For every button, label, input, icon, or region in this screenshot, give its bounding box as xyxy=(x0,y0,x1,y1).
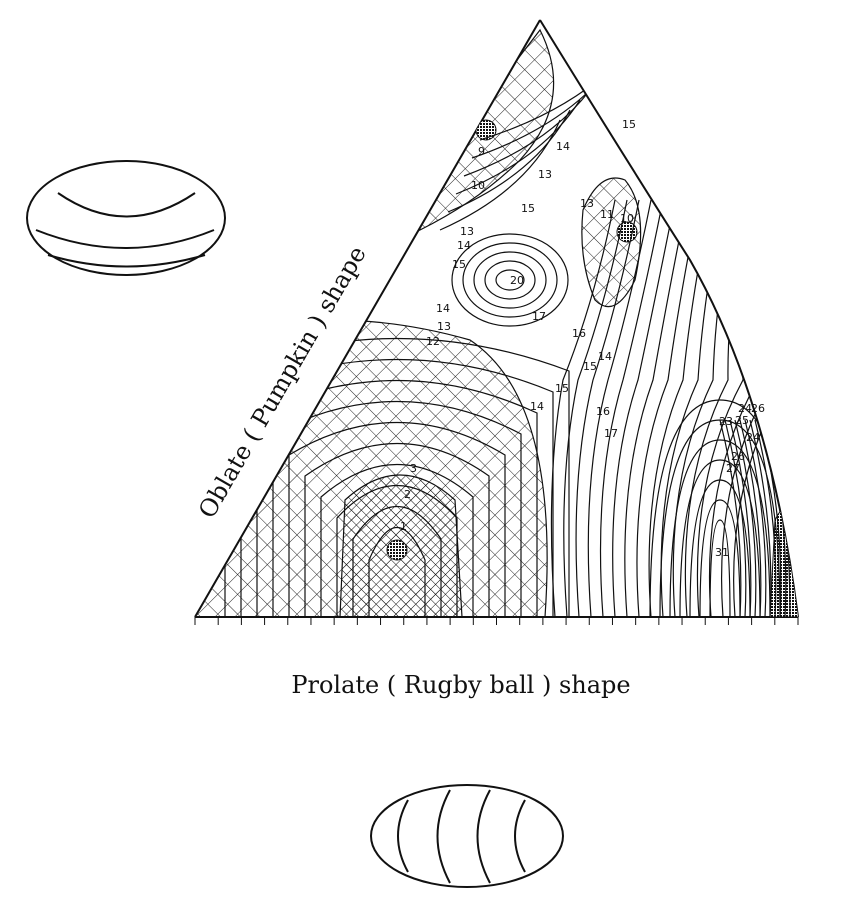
contour-line xyxy=(744,419,767,617)
contour-label: 15 xyxy=(452,258,466,271)
contour-line xyxy=(463,89,591,177)
contour-line xyxy=(495,269,525,291)
contour-line xyxy=(304,443,490,617)
oblate-shape-icon xyxy=(26,160,226,276)
contour-line xyxy=(754,419,777,617)
contour-label: 15 xyxy=(622,118,636,131)
contour-label: 3 xyxy=(410,462,417,475)
contour-label: 17 xyxy=(532,310,546,323)
contour-line xyxy=(749,419,772,617)
contour-label: 14 xyxy=(457,239,471,252)
contour-label: 10 xyxy=(471,179,485,192)
contour-label: 10 xyxy=(620,212,634,225)
prolate-shape-icon xyxy=(370,784,564,888)
contour-label: 2 xyxy=(404,488,411,501)
contour-label: 25 xyxy=(735,414,749,427)
contour-line xyxy=(462,242,558,318)
contour-label: 13 xyxy=(580,197,594,210)
contour-line xyxy=(739,419,762,617)
contour-line xyxy=(484,260,536,300)
contour-line xyxy=(729,419,752,617)
contour-label: 15 xyxy=(583,360,597,373)
contour-label: 14 xyxy=(598,350,612,363)
contour-line xyxy=(724,419,747,617)
contour-line xyxy=(320,463,474,617)
contour-line xyxy=(679,459,761,617)
contour-line xyxy=(669,439,771,617)
contour-label: 15 xyxy=(521,202,535,215)
contour-line xyxy=(575,199,640,617)
contour-label: 12 xyxy=(426,335,440,348)
contour-label: 14 xyxy=(436,302,450,315)
contour-line xyxy=(709,519,731,617)
contour-label: 24 xyxy=(746,431,760,444)
contour-label: 13 xyxy=(538,168,552,181)
contour-line xyxy=(550,199,616,617)
contour-label: 23 xyxy=(719,415,733,428)
contour-label: 1 xyxy=(400,520,407,533)
contour-label: 9 xyxy=(478,145,485,158)
contour-line xyxy=(455,99,581,195)
contour-line xyxy=(336,485,458,617)
contour-line xyxy=(689,479,751,617)
contour-label: 15 xyxy=(555,382,569,395)
contour-line xyxy=(699,499,741,617)
prolate-axis-label: Prolate ( Rugby ball ) shape xyxy=(291,671,630,699)
contour-label: 11 xyxy=(600,208,614,221)
contour-line xyxy=(624,199,688,617)
contour-field xyxy=(195,28,798,617)
contour-label: 17 xyxy=(604,427,618,440)
contour-line xyxy=(587,199,652,617)
contour-label: 26 xyxy=(731,450,745,463)
contour-label: 13 xyxy=(437,320,451,333)
contour-label: 16 xyxy=(596,405,610,418)
contour-line xyxy=(439,119,561,231)
contour-line xyxy=(636,199,700,617)
contour-label: 20 xyxy=(510,274,524,287)
contour-label: 16 xyxy=(572,327,586,340)
contour-label: 27 xyxy=(726,462,740,475)
contour-line xyxy=(734,419,757,617)
contour-label: 13 xyxy=(460,225,474,238)
contour-line xyxy=(288,421,506,617)
contour-line xyxy=(473,251,547,309)
contour-label: 14 xyxy=(556,140,570,153)
contour-line xyxy=(368,527,426,617)
bottom-axis-ticks xyxy=(194,617,799,625)
contour-label: 26 xyxy=(751,402,765,415)
contour-line xyxy=(612,199,676,617)
contour-line xyxy=(563,199,628,617)
contour-label: 24 xyxy=(738,402,752,415)
contour-line xyxy=(352,505,442,617)
contour-label: 14 xyxy=(530,400,544,413)
contour-line xyxy=(451,233,569,327)
contour-line xyxy=(719,419,742,617)
contour-label: 31 xyxy=(715,546,729,559)
contour-line xyxy=(599,199,664,617)
